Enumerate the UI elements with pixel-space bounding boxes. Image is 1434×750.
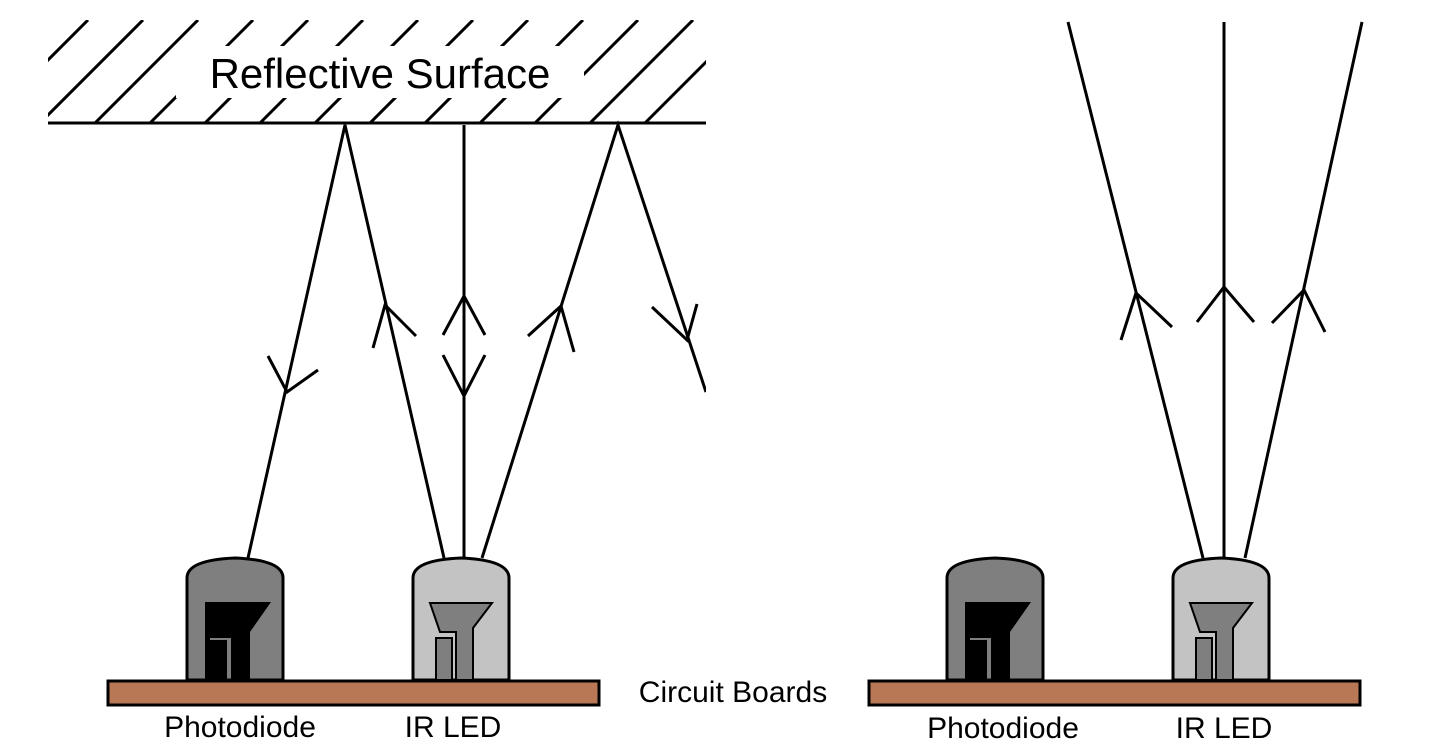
left-light-rays <box>246 120 706 559</box>
ir-led <box>411 556 511 682</box>
photodiode <box>185 556 285 682</box>
reflective-surface: Reflective Surface <box>48 20 706 125</box>
circuit-board-left <box>106 679 601 707</box>
arrowhead-up-icon <box>1270 287 1327 333</box>
arrowhead-up-icon <box>441 292 487 336</box>
photodiode-label: Photodiode <box>164 711 316 744</box>
right-light-rays <box>1066 21 1364 559</box>
right-circuit-board-assembly: Photodiode IR LED <box>867 556 1362 745</box>
ir-led-label: IR LED <box>405 711 502 744</box>
circuit-boards-label: Circuit Boards <box>639 676 827 709</box>
circuit-board-right <box>867 679 1362 707</box>
photodiode-label: Photodiode <box>927 712 1079 745</box>
ir-led <box>1171 556 1271 682</box>
arrowhead-down-icon <box>650 303 699 343</box>
arrowhead-up-icon <box>371 302 418 349</box>
arrowhead-up-icon <box>1195 284 1256 323</box>
arrowhead-up-icon <box>1119 290 1174 341</box>
arrowhead-up-icon <box>526 303 576 353</box>
ir-led-label: IR LED <box>1176 712 1273 745</box>
left-circuit-board-assembly: Photodiode IR LED <box>106 556 601 744</box>
arrowhead-down-icon <box>266 355 319 395</box>
arrowhead-down-icon <box>441 354 487 400</box>
surface-label: Reflective Surface <box>210 50 551 97</box>
photodiode <box>945 556 1045 682</box>
